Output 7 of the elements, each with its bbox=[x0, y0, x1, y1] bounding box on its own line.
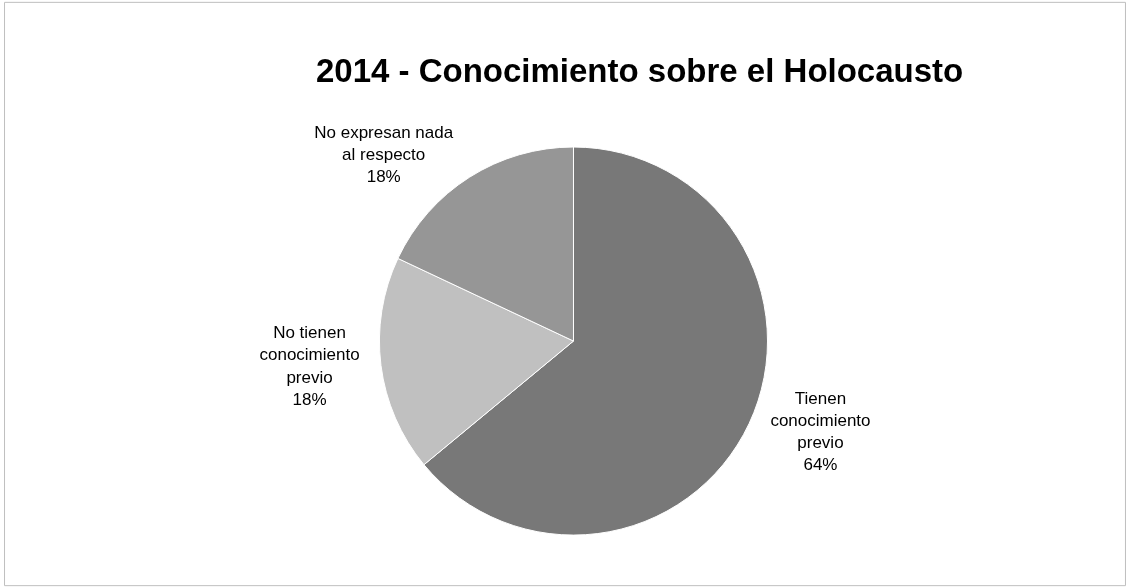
data-label: 64% bbox=[803, 455, 838, 475]
data-label: 18% bbox=[292, 389, 327, 409]
slice-label: Tienen conocimiento previo bbox=[770, 388, 871, 452]
data-label: 18% bbox=[366, 167, 401, 187]
slice-label: No tienen conocimiento previo bbox=[259, 323, 360, 387]
slice-label: No expresan nada al respecto bbox=[314, 123, 454, 165]
chart-title: 2014 - Conocimiento sobre el Holocausto bbox=[315, 52, 964, 90]
